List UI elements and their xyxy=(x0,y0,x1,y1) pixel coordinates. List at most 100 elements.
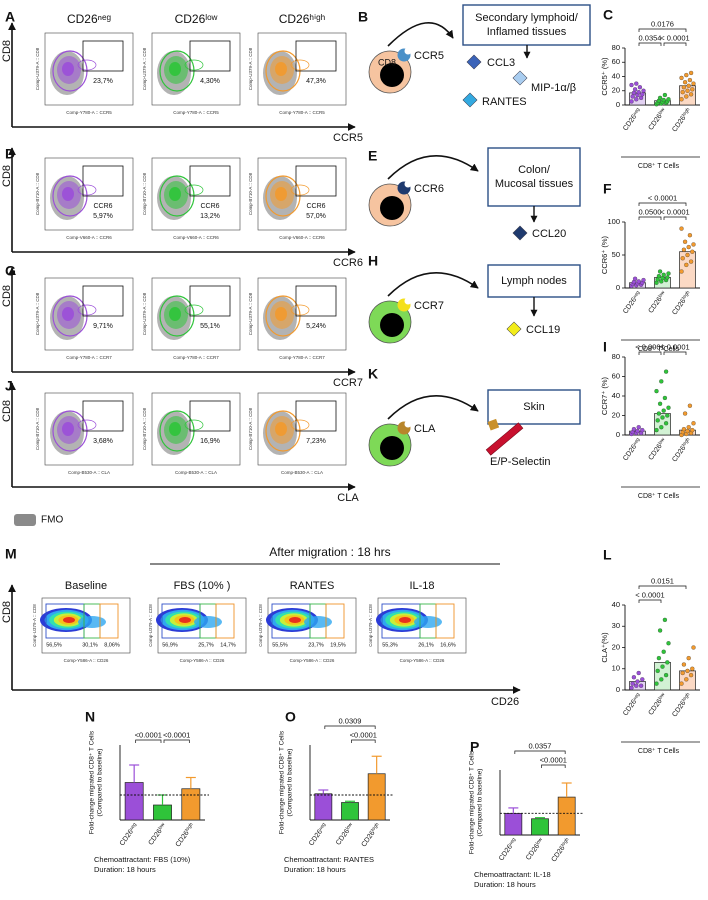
data-point xyxy=(640,427,645,433)
y-axis-label: (Compared to baseline) xyxy=(287,749,294,817)
gate xyxy=(295,285,337,317)
population-core xyxy=(275,62,287,76)
population-header: CD26ⁿᵉᵍ xyxy=(67,12,112,26)
x-channel-label: Comp-B530-A :: CLA xyxy=(281,470,323,475)
gate-percent: 23,7% xyxy=(93,78,113,85)
p-value: < 0.0001 xyxy=(660,33,689,42)
ligand-label: CCL3 xyxy=(487,57,515,69)
data-point xyxy=(641,88,646,93)
data-point xyxy=(656,655,662,661)
data-point xyxy=(679,75,684,81)
x-channel-label: Comp-Y780-A :: CCR7 xyxy=(66,355,112,360)
density xyxy=(179,617,191,623)
population-header: CD26ˡᵒʷ xyxy=(175,12,218,26)
data-point xyxy=(680,670,685,676)
y-channel-label: Comp-U379-A :: CD8 xyxy=(248,292,253,335)
data-point xyxy=(685,252,690,258)
y-tick-label: 10 xyxy=(612,664,620,673)
population-core xyxy=(169,62,181,76)
bar xyxy=(181,788,201,821)
x-channel-label: Comp-Y780-A :: CCR7 xyxy=(173,355,219,360)
bar xyxy=(153,804,172,821)
population-core xyxy=(275,187,287,201)
population-core xyxy=(169,422,181,436)
data-point xyxy=(635,679,640,684)
data-point xyxy=(629,82,634,88)
data-point xyxy=(684,677,689,682)
nucleus xyxy=(380,196,404,220)
gate-percent: 5,97% xyxy=(93,213,113,220)
y-channel-label: Comp-B710-A :: CD8 xyxy=(35,172,40,215)
data-point xyxy=(632,87,638,92)
data-point xyxy=(687,403,693,408)
y-tick-label: 20 xyxy=(612,86,620,95)
density-tail xyxy=(304,616,332,628)
y-axis-label: CCR5⁺ (%) xyxy=(600,57,609,96)
panel-letter: N xyxy=(85,709,95,725)
density xyxy=(399,617,411,623)
data-point xyxy=(655,668,660,674)
gate xyxy=(82,400,124,432)
y-axis-label: CLA⁺(%) xyxy=(600,632,609,663)
data-point xyxy=(665,413,670,418)
p-value: < 0.0001 xyxy=(660,207,689,216)
y-axis-label: (Compared to baseline) xyxy=(477,769,484,837)
population-tail xyxy=(184,304,204,316)
ligand-label: RANTES xyxy=(482,96,527,108)
y-channel-label: Comp-U379-A :: CD8 xyxy=(142,47,147,90)
gate-percent: 14,7% xyxy=(220,642,236,648)
gate xyxy=(99,603,119,639)
data-point xyxy=(686,655,691,661)
data-point xyxy=(631,90,637,96)
gate-percent: 16,9% xyxy=(200,438,220,445)
panel-letter: L xyxy=(603,547,612,563)
data-point xyxy=(680,90,685,95)
gate-percent: 8,06% xyxy=(104,642,120,648)
data-point xyxy=(660,664,665,669)
receptor-pocket xyxy=(404,297,412,305)
group-label: CD8⁺ T Cells xyxy=(638,162,680,170)
row-y-axis-label: CD8 xyxy=(1,165,13,187)
gate-percent: 47,3% xyxy=(306,78,326,85)
ligand xyxy=(487,418,500,431)
data-point xyxy=(657,269,663,274)
flow-plot: 47,3%Comp-Y780-A :: CCR5 Comp-U379-A :: C… xyxy=(248,32,347,115)
flow-plot: 16,9%Comp-B530-A :: CLA Comp-B710-A :: CD… xyxy=(142,392,241,475)
data-point xyxy=(629,685,634,691)
data-point xyxy=(679,681,684,686)
data-point xyxy=(659,379,664,384)
y-tick-label: 80 xyxy=(612,352,620,361)
data-point xyxy=(636,425,641,430)
gate xyxy=(295,400,337,432)
panel-letter: O xyxy=(285,709,296,725)
p-value: 0.0354 xyxy=(639,33,662,42)
p-value: <0.0001 xyxy=(540,755,567,764)
data-point xyxy=(662,395,668,401)
panel-letter: M xyxy=(5,546,17,562)
comparison-bracket xyxy=(514,750,566,754)
p-value: <0.0001 xyxy=(163,730,190,739)
data-point xyxy=(685,88,690,93)
x-channel-label: Comp-Y780-A :: CCR5 xyxy=(279,110,325,115)
population-tail xyxy=(290,184,310,196)
x-channel-label: Comp-Y780-A :: CCR5 xyxy=(66,110,112,115)
gate xyxy=(325,603,345,639)
comparison-bracket xyxy=(638,585,687,589)
data-point xyxy=(681,85,687,90)
group-label: CD8⁺ T Cells xyxy=(638,747,680,755)
y-tick-label: 80 xyxy=(612,43,620,52)
y-channel-label: Comp-U379-A :: CD8 xyxy=(35,47,40,90)
ligand-label: CCL19 xyxy=(526,324,560,336)
y-channel-label: Comp-B710-A :: CD8 xyxy=(35,407,40,450)
receptor-pocket xyxy=(404,420,412,428)
flow-plot: 9,71%Comp-Y780-A :: CCR7 Comp-U379-A :: C… xyxy=(35,277,134,360)
receptor-label: CLA xyxy=(414,423,436,435)
row-y-axis-label: CD8 xyxy=(1,40,13,62)
gate xyxy=(82,165,124,197)
diagram: CCR7 Lymph nodes CCL19 xyxy=(368,264,581,344)
p-value: <0.0001 xyxy=(350,730,377,739)
gate-percent: 13,2% xyxy=(200,213,220,220)
x-channel-label: Comp-V660-A :: CCR6 xyxy=(173,235,219,240)
panel-letter: F xyxy=(603,181,612,197)
gate-percent: 9,71% xyxy=(93,323,113,330)
